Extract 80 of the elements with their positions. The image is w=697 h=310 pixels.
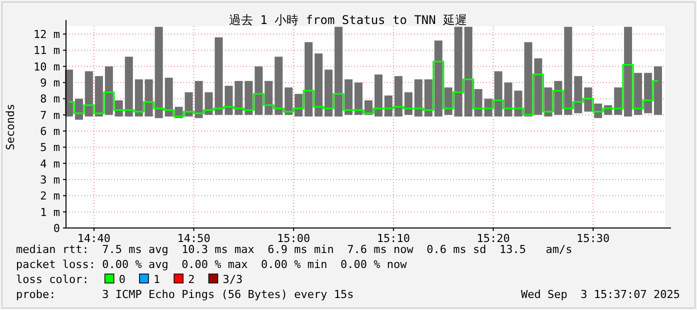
bar	[84, 71, 93, 116]
y-axis-title: Seconds	[4, 104, 17, 150]
bar	[304, 42, 313, 116]
bar	[534, 58, 542, 115]
y-tick-label: 8 m	[40, 92, 60, 106]
legend-title: loss color:	[16, 273, 89, 286]
bar	[514, 90, 522, 116]
bar	[234, 80, 243, 115]
bar	[74, 98, 83, 120]
bar	[324, 70, 333, 116]
bar	[244, 80, 253, 115]
y-tick-label: 3 m	[40, 174, 60, 187]
bar	[274, 56, 283, 115]
y-tick-label: 0	[53, 222, 60, 235]
bar	[554, 80, 562, 115]
bar	[434, 40, 442, 116]
bar	[444, 87, 452, 115]
bar	[404, 92, 412, 115]
bar	[654, 66, 662, 115]
bar	[454, 26, 462, 116]
bar	[124, 56, 133, 116]
bar	[344, 79, 353, 115]
bar	[184, 92, 193, 116]
legend-label: 0	[118, 273, 126, 286]
bar	[394, 76, 402, 116]
bar	[464, 26, 472, 116]
text: Wed Sep 3 15:37:07 2025	[521, 288, 680, 301]
x-tick-label: 14:40	[77, 232, 111, 245]
y-tick-label: 7 m	[40, 108, 60, 122]
bar	[624, 26, 632, 116]
bar	[154, 26, 163, 118]
x-tick-label: 15:20	[476, 232, 510, 245]
chart-title: 過去 1 小時 from Status to TNN 延遲	[228, 13, 468, 27]
text: median rtt: 7.5 ms avg 10.3 ms max 6.9 ms min 7.6 ms now 0.6 ms sd 13.5 am/s	[16, 243, 572, 256]
bar	[334, 26, 343, 116]
bar	[134, 79, 143, 116]
bar	[634, 72, 642, 115]
bar	[214, 37, 223, 115]
x-tick-label: 15:10	[376, 232, 410, 245]
bar	[384, 95, 392, 116]
bar	[354, 82, 362, 115]
bar	[424, 79, 432, 116]
bar	[164, 78, 173, 116]
bar	[264, 80, 273, 115]
bar	[104, 66, 113, 115]
y-tick-label: 5 m	[40, 141, 60, 154]
bar	[574, 76, 582, 114]
bar	[564, 26, 572, 115]
y-tick-label: 2 m	[40, 190, 60, 203]
bar	[414, 79, 422, 116]
x-tick-label: 15:30	[576, 232, 610, 245]
bar	[94, 76, 103, 116]
bar	[224, 86, 233, 115]
bar	[284, 87, 293, 115]
y-tick-label: 4 m	[40, 157, 60, 170]
bar	[644, 72, 652, 114]
x-tick-label: 14:50	[177, 232, 210, 245]
x-tick-label: 15:00	[277, 232, 310, 245]
bar	[584, 87, 592, 112]
legend-label: 1	[153, 273, 160, 286]
legend-label: 2	[188, 273, 195, 286]
y-tick-label: 9 m	[40, 76, 60, 90]
y-tick-label: 10 m	[34, 60, 60, 74]
y-tick-label: 12 m	[34, 28, 60, 42]
bar	[314, 53, 323, 116]
bar	[544, 87, 552, 116]
y-tick-label: 6 m	[40, 125, 60, 138]
y-tick-label: 11 m	[34, 44, 60, 58]
bar	[524, 42, 532, 116]
text: probe: 3 ICMP Echo Pings (56 Bytes) every 15s	[16, 288, 354, 301]
bar	[294, 94, 303, 116]
bar	[144, 79, 153, 116]
legend-label: 3/3	[222, 273, 243, 286]
y-tick-label: 1 m	[40, 206, 60, 219]
bar	[254, 66, 263, 115]
bar	[484, 98, 492, 116]
bar	[374, 74, 382, 116]
bar	[474, 89, 482, 116]
text: packet loss: 0.00 % avg 0.00 % max 0.00 % min 0.00 % now	[16, 258, 408, 271]
bar	[614, 87, 622, 115]
